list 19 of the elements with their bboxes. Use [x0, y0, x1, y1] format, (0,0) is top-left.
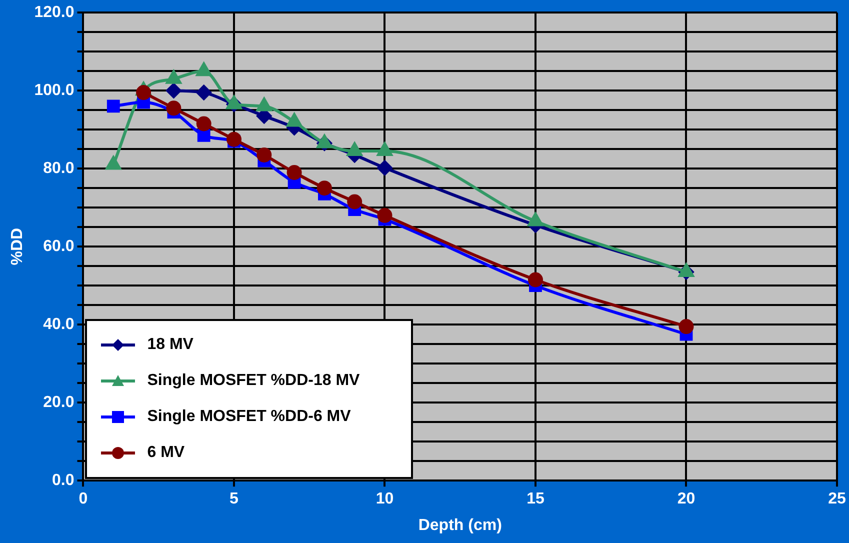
y-tick-label: 40.0 [43, 316, 74, 334]
y-axis-title: %DD [9, 228, 26, 266]
legend-label: 6 MV [147, 444, 185, 462]
x-tick-label: 25 [828, 490, 846, 508]
legend-label: Single MOSFET %DD-6 MV [147, 408, 351, 426]
x-tick-label: 0 [78, 490, 88, 508]
y-tick-label: 120.0 [34, 4, 74, 22]
legend-label: 18 MV [147, 336, 194, 354]
y-tick-label: 100.0 [34, 82, 74, 100]
y-tick-label: 80.0 [43, 160, 74, 178]
x-tick-label: 20 [677, 490, 696, 508]
x-axis-title: Depth (cm) [418, 516, 502, 534]
legend-label: Single MOSFET %DD-18 MV [147, 372, 360, 390]
y-tick-label: 20.0 [43, 394, 74, 412]
y-tick-label: 0.0 [52, 472, 74, 490]
x-tick-label: 5 [230, 490, 239, 508]
x-tick-label: 10 [376, 490, 394, 508]
y-tick-label: 60.0 [43, 238, 74, 256]
x-tick-label: 15 [526, 490, 544, 508]
